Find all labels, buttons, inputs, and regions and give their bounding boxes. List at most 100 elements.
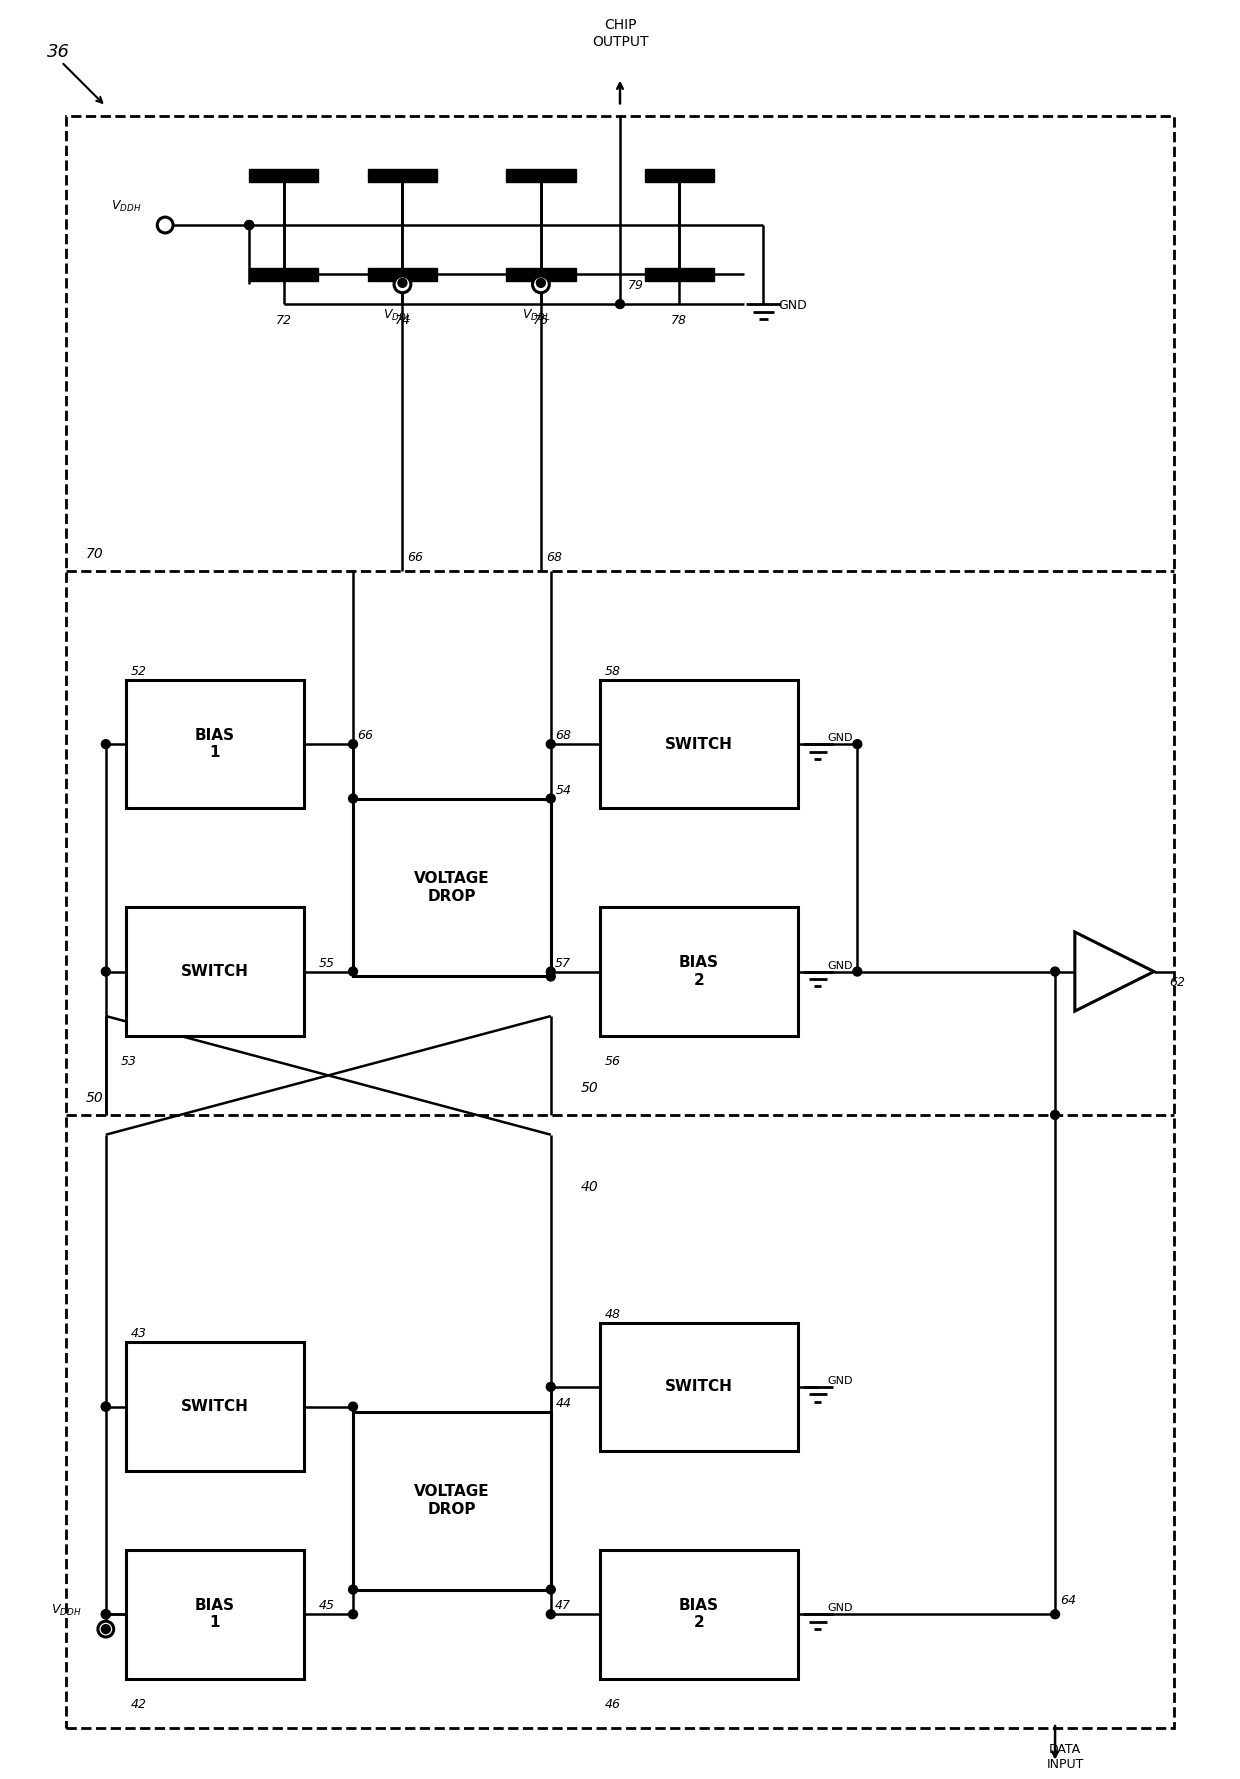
Bar <box>368 267 436 281</box>
Bar <box>645 267 714 281</box>
Circle shape <box>348 793 357 802</box>
Text: 48: 48 <box>605 1308 621 1320</box>
Text: GND: GND <box>827 733 853 744</box>
Circle shape <box>157 217 174 233</box>
Text: 47: 47 <box>554 1599 570 1612</box>
Bar <box>125 1550 304 1679</box>
Circle shape <box>547 1610 556 1619</box>
Text: CHIP
OUTPUT: CHIP OUTPUT <box>591 18 649 48</box>
Circle shape <box>102 1610 110 1619</box>
Text: 66: 66 <box>408 551 423 564</box>
Circle shape <box>853 740 862 749</box>
Text: 70: 70 <box>86 548 104 560</box>
Text: VOLTAGE
DROP: VOLTAGE DROP <box>414 1484 490 1517</box>
Circle shape <box>98 1621 114 1637</box>
Text: 54: 54 <box>556 783 572 797</box>
Circle shape <box>853 968 862 977</box>
Circle shape <box>244 221 254 229</box>
Circle shape <box>547 793 556 802</box>
Bar <box>353 1411 551 1590</box>
Text: 43: 43 <box>130 1327 146 1340</box>
Text: 36: 36 <box>46 43 69 60</box>
Text: 78: 78 <box>671 313 687 327</box>
Text: 68: 68 <box>554 729 570 742</box>
Bar <box>600 1550 799 1679</box>
Circle shape <box>547 968 556 977</box>
Circle shape <box>615 299 625 308</box>
Circle shape <box>547 740 556 749</box>
Text: $V_{DDL}$: $V_{DDL}$ <box>383 308 412 324</box>
Bar <box>353 799 551 977</box>
Text: 45: 45 <box>319 1599 335 1612</box>
Circle shape <box>547 1382 556 1391</box>
Text: GND: GND <box>827 1603 853 1614</box>
Bar <box>600 1322 799 1452</box>
Text: 76: 76 <box>533 313 549 327</box>
Circle shape <box>348 1585 357 1594</box>
Text: GND: GND <box>827 961 853 971</box>
Text: 40: 40 <box>580 1179 598 1194</box>
Text: SWITCH: SWITCH <box>665 1379 733 1395</box>
Text: 50: 50 <box>86 1091 104 1105</box>
Circle shape <box>394 276 410 294</box>
Text: 74: 74 <box>394 313 410 327</box>
Text: $V_{DDL}$: $V_{DDL}$ <box>522 308 551 324</box>
Text: DATA
INPUT: DATA INPUT <box>1047 1743 1084 1770</box>
Circle shape <box>102 1402 110 1411</box>
Bar <box>600 907 799 1035</box>
Text: 72: 72 <box>275 313 291 327</box>
Text: BIAS
1: BIAS 1 <box>195 1598 234 1631</box>
Bar <box>249 169 319 183</box>
Text: SWITCH: SWITCH <box>181 964 248 978</box>
Text: 58: 58 <box>605 665 621 678</box>
Bar <box>125 680 304 808</box>
Circle shape <box>102 740 110 749</box>
Text: 68: 68 <box>546 551 562 564</box>
Text: 52: 52 <box>130 665 146 678</box>
Circle shape <box>244 221 254 229</box>
Bar <box>506 169 575 183</box>
Bar <box>506 267 575 281</box>
Circle shape <box>102 1402 110 1411</box>
Text: 62: 62 <box>1169 977 1184 989</box>
Text: 50: 50 <box>580 1082 598 1096</box>
Bar <box>600 680 799 808</box>
Circle shape <box>102 1624 110 1633</box>
Bar <box>125 907 304 1035</box>
Text: SWITCH: SWITCH <box>665 737 733 753</box>
Text: 79: 79 <box>627 279 644 292</box>
Circle shape <box>537 278 546 286</box>
Text: SWITCH: SWITCH <box>181 1398 248 1414</box>
Circle shape <box>102 1610 110 1619</box>
Bar <box>125 1343 304 1471</box>
Text: 55: 55 <box>319 957 335 970</box>
Text: 46: 46 <box>605 1699 621 1711</box>
Circle shape <box>532 276 549 294</box>
Text: BIAS
1: BIAS 1 <box>195 728 234 760</box>
Circle shape <box>547 971 556 980</box>
Text: BIAS
2: BIAS 2 <box>680 955 719 987</box>
Circle shape <box>102 968 110 977</box>
Text: $V_{DDH}$: $V_{DDH}$ <box>51 1603 82 1619</box>
Circle shape <box>398 278 407 286</box>
Circle shape <box>1050 1610 1059 1619</box>
Text: VOLTAGE
DROP: VOLTAGE DROP <box>414 872 490 904</box>
Bar <box>645 169 714 183</box>
Text: 53: 53 <box>120 1055 136 1069</box>
Text: GND: GND <box>779 299 807 311</box>
Text: GND: GND <box>827 1375 853 1386</box>
Bar <box>368 169 436 183</box>
Circle shape <box>348 740 357 749</box>
Text: 42: 42 <box>130 1699 146 1711</box>
Text: 57: 57 <box>554 957 570 970</box>
Text: 64: 64 <box>1060 1594 1076 1608</box>
Text: $V_{DDH}$: $V_{DDH}$ <box>110 199 141 213</box>
Circle shape <box>547 1585 556 1594</box>
Text: 56: 56 <box>605 1055 621 1069</box>
Bar <box>249 267 319 281</box>
Text: 44: 44 <box>556 1397 572 1409</box>
Circle shape <box>348 1610 357 1619</box>
Circle shape <box>1050 968 1059 977</box>
Text: BIAS
2: BIAS 2 <box>680 1598 719 1631</box>
Circle shape <box>348 1402 357 1411</box>
